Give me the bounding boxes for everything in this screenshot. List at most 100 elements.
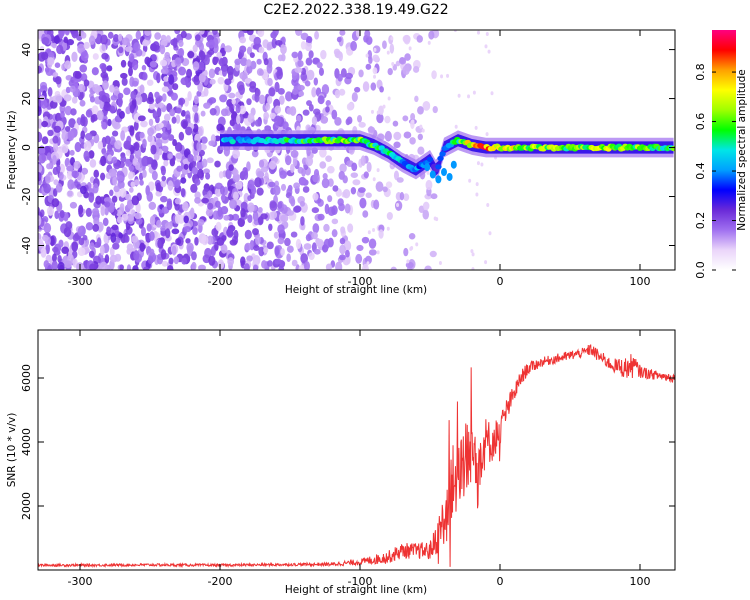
heatmap-speckle [235, 91, 241, 98]
heatmap-speckle [148, 91, 154, 103]
heatmap-speckle [183, 215, 189, 224]
heatmap-speckle [339, 163, 347, 173]
heatmap-speckle [403, 247, 409, 257]
heatmap-speckle [292, 158, 298, 167]
heatmap-speckle [126, 264, 132, 270]
heatmap-speckle [396, 177, 404, 183]
heatmap-speckle [318, 67, 324, 76]
heatmap-speckle [197, 61, 205, 71]
heatmap-speckle [263, 247, 269, 254]
heatmap-speckle [128, 66, 133, 77]
heatmap-speckle [290, 231, 298, 238]
heatmap-speckle [180, 177, 187, 184]
heatmap-speckle [320, 49, 327, 60]
heatmap-speckle [227, 257, 235, 266]
heatmap-speckle [232, 173, 240, 183]
heatmap-speckle [103, 102, 112, 112]
heatmap-speckle [289, 106, 297, 116]
heatmap-speckle [77, 246, 86, 257]
heatmap-speckle [110, 94, 118, 101]
heatmap-speckle [274, 180, 280, 187]
heatmap-speckle [146, 79, 154, 86]
heatmap-speckle [325, 100, 331, 107]
heatmap-speckle [247, 214, 253, 223]
x-tick-label: 100 [630, 275, 651, 288]
heatmap-speckle [79, 185, 87, 195]
heatmap-speckle [351, 162, 358, 172]
heatmap-speckle [175, 152, 183, 160]
heatmap-speckle [340, 226, 346, 234]
heatmap-speckle [54, 62, 61, 69]
heatmap-speckle [237, 217, 245, 228]
heatmap-speckle [370, 82, 377, 91]
heatmap-speckle [187, 153, 194, 163]
heatmap-speckle [67, 130, 75, 141]
heatmap-speckle [200, 136, 208, 144]
heatmap-speckle [218, 171, 224, 179]
colorbar-tick-label: 0.4 [694, 162, 707, 180]
heatmap-speckle [89, 158, 97, 168]
heatmap-speckle [372, 227, 376, 232]
heatmap-speckle [172, 139, 177, 147]
heatmap-speckle [57, 254, 62, 263]
heatmap-speckle [65, 221, 73, 230]
heatmap-speckle [181, 257, 188, 265]
heatmap-speckle [93, 183, 99, 194]
x-tick-label: 0 [497, 275, 504, 288]
heatmap-speckle [139, 84, 145, 94]
heatmap-speckle [194, 34, 201, 41]
heatmap-speckle [41, 234, 49, 242]
heatmap-speckle [100, 71, 108, 79]
heatmap-speckle [79, 99, 86, 107]
heatmap-speckle [127, 172, 134, 180]
heatmap-speckle [198, 73, 206, 83]
heatmap-speckle [373, 199, 380, 210]
heatmap-speckle [38, 105, 42, 116]
heatmap-speckle [220, 244, 228, 254]
heatmap-speckle [64, 60, 72, 70]
heatmap-speckle [80, 73, 88, 82]
heatmap-speckle [155, 182, 161, 192]
heatmap-speckle [165, 35, 171, 43]
heatmap-speckle [435, 217, 439, 222]
heatmap-speckle [174, 213, 181, 224]
heatmap-speckle [101, 43, 106, 52]
heatmap-speckle [475, 182, 479, 187]
heatmap-speckle [453, 30, 457, 33]
heatmap-speckle [52, 72, 59, 78]
heatmap-speckle [56, 44, 64, 55]
heatmap-speckle [182, 120, 188, 130]
heatmap-speckle [125, 193, 132, 201]
heatmap-speckle [402, 115, 409, 122]
heatmap-speckle [414, 95, 419, 103]
heatmap-speckle [207, 235, 214, 245]
heatmap-speckle [160, 225, 166, 232]
heatmap-speckle [141, 64, 147, 71]
heatmap-speckle [253, 245, 260, 251]
heatmap-speckle [406, 259, 410, 264]
heatmap-speckle [112, 176, 118, 186]
heatmap-speckle [415, 242, 419, 247]
heatmap-speckle [52, 246, 59, 253]
heatmap-speckle [266, 241, 274, 250]
heatmap-speckle [99, 245, 105, 256]
heatmap-speckle [331, 205, 338, 216]
heatmap-speckle [111, 195, 118, 203]
figure-title: C2E2.2022.338.19.49.G22 [263, 2, 448, 18]
heatmap-speckle [433, 71, 437, 76]
heatmap-speckle [100, 206, 106, 217]
heatmap-speckle [106, 65, 113, 72]
heatmap-speckle [59, 110, 65, 119]
heatmap-speckle [63, 213, 69, 222]
heatmap-speckle [142, 169, 147, 178]
heatmap-speckle [151, 54, 157, 61]
heatmap-speckle [365, 192, 372, 199]
heatmap-speckle [386, 211, 393, 221]
x-tick-label: 0 [497, 575, 504, 588]
heatmap-speckle [363, 171, 369, 179]
heatmap-speckle [200, 110, 206, 117]
heatmap-speckle [52, 135, 59, 144]
heatmap-speckle [274, 246, 280, 257]
heatmap-speckle [39, 85, 48, 93]
heatmap-speckle [303, 261, 311, 270]
